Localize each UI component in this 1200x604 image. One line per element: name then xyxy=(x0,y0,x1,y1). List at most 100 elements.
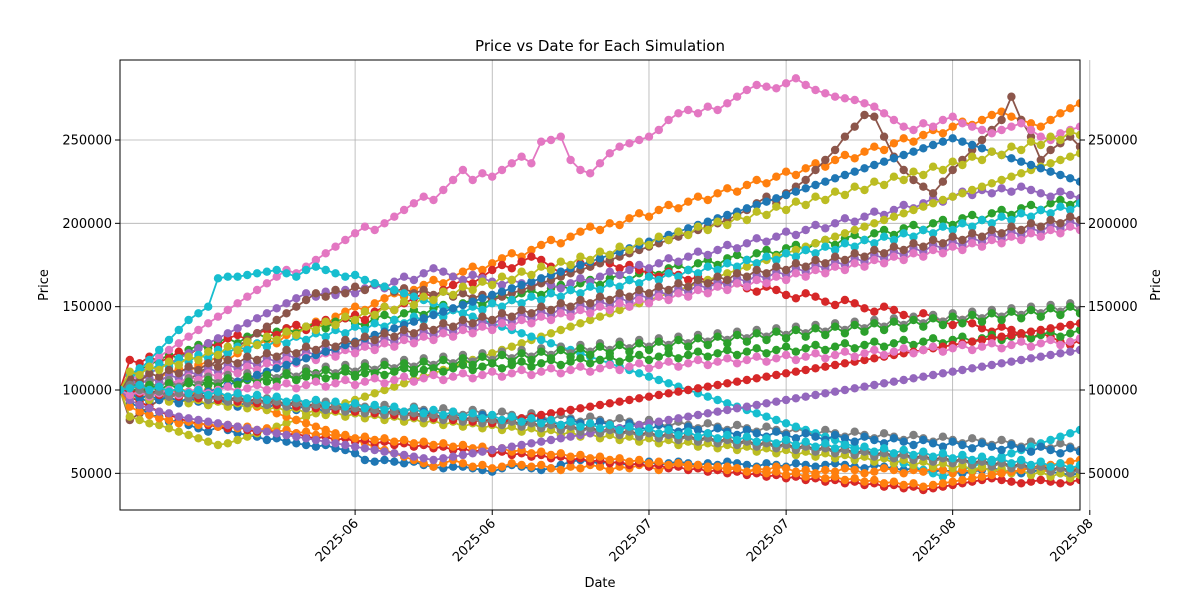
data-point xyxy=(938,222,948,231)
data-point xyxy=(801,472,810,481)
data-point xyxy=(390,449,399,458)
data-point xyxy=(889,317,899,326)
data-point xyxy=(684,275,693,285)
data-point xyxy=(390,315,399,325)
data-point xyxy=(390,342,399,351)
data-point xyxy=(977,439,987,448)
data-point xyxy=(380,310,389,320)
data-point xyxy=(1026,212,1036,221)
data-point xyxy=(1056,229,1065,238)
data-point xyxy=(928,140,938,150)
data-point xyxy=(1056,459,1065,468)
data-point xyxy=(537,460,546,470)
data-point xyxy=(928,235,938,245)
data-point xyxy=(360,315,370,325)
data-point xyxy=(654,360,663,370)
data-point xyxy=(1007,154,1016,163)
data-point xyxy=(674,272,683,281)
data-point xyxy=(654,390,663,400)
data-point xyxy=(850,465,859,475)
data-point xyxy=(899,229,908,238)
data-point xyxy=(1056,332,1065,341)
data-point xyxy=(448,462,458,471)
data-point xyxy=(380,379,389,388)
data-point xyxy=(781,464,791,473)
data-point xyxy=(752,329,761,338)
data-point xyxy=(948,134,957,143)
data-point xyxy=(1017,119,1026,128)
data-point xyxy=(1036,325,1046,335)
data-point xyxy=(958,475,967,485)
data-point xyxy=(909,315,918,325)
data-point xyxy=(1036,312,1046,321)
data-point xyxy=(772,327,781,336)
data-point xyxy=(977,135,987,145)
data-point xyxy=(958,440,967,450)
data-point xyxy=(527,309,536,318)
data-point xyxy=(439,375,448,385)
data-point xyxy=(331,379,340,388)
data-point xyxy=(919,467,928,476)
data-point xyxy=(928,199,938,208)
data-point xyxy=(194,385,203,395)
data-point xyxy=(174,412,183,421)
data-point xyxy=(781,350,791,360)
data-point xyxy=(546,235,556,245)
data-point xyxy=(399,309,409,318)
data-point xyxy=(262,435,272,445)
data-point xyxy=(341,312,350,321)
data-point xyxy=(1036,205,1046,215)
data-point xyxy=(938,472,948,481)
data-point xyxy=(850,249,859,258)
data-point xyxy=(507,159,516,168)
data-point xyxy=(360,392,370,401)
data-point xyxy=(243,394,252,403)
data-point xyxy=(566,352,575,361)
data-point xyxy=(429,440,438,450)
data-point xyxy=(595,424,605,433)
data-point xyxy=(772,84,781,93)
data-point xyxy=(987,189,996,198)
data-point xyxy=(860,222,869,231)
data-point xyxy=(586,419,595,428)
data-point xyxy=(527,462,536,471)
data-point xyxy=(1017,329,1026,338)
data-point xyxy=(301,399,311,408)
data-point xyxy=(644,459,654,468)
data-point xyxy=(311,325,321,335)
data-point xyxy=(821,330,830,340)
data-point xyxy=(262,370,272,380)
data-point xyxy=(752,374,761,383)
data-point xyxy=(458,325,468,335)
data-point xyxy=(742,255,752,265)
data-point xyxy=(252,380,262,390)
data-point xyxy=(1036,442,1046,451)
data-point xyxy=(292,349,301,358)
data-point xyxy=(791,355,801,365)
data-point xyxy=(556,345,565,355)
data-point xyxy=(576,295,585,305)
data-point xyxy=(566,232,575,241)
data-point xyxy=(850,445,859,455)
data-point xyxy=(928,480,938,490)
data-point xyxy=(429,325,438,335)
data-point xyxy=(282,369,291,378)
data-point xyxy=(644,392,654,401)
data-point xyxy=(919,482,928,491)
data-point xyxy=(576,260,585,270)
data-point xyxy=(723,99,732,108)
data-point xyxy=(693,347,703,356)
data-point xyxy=(919,144,928,153)
data-point xyxy=(713,245,722,255)
data-point xyxy=(566,312,575,321)
data-point xyxy=(850,122,859,131)
data-point xyxy=(693,425,703,435)
data-point xyxy=(478,447,487,456)
data-point xyxy=(919,309,928,318)
data-point xyxy=(321,324,330,333)
data-point xyxy=(194,434,203,443)
data-point xyxy=(135,407,144,416)
data-point xyxy=(1056,439,1065,448)
data-point xyxy=(635,260,644,270)
data-point xyxy=(301,265,311,275)
